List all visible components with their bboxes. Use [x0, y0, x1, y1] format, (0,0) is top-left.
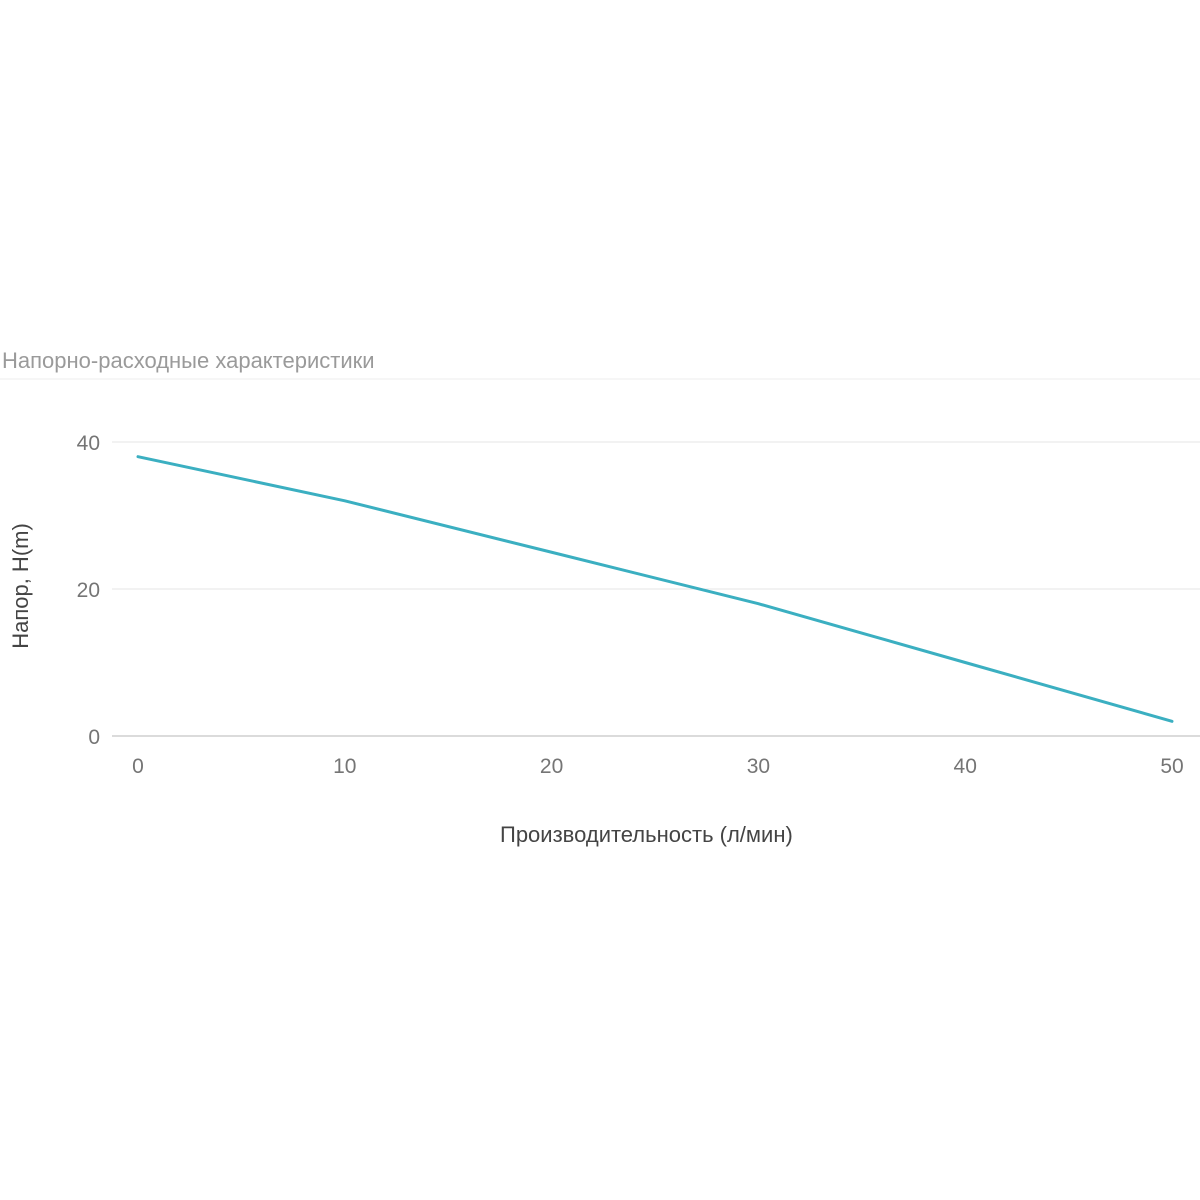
x-tick-label-30: 30: [747, 755, 770, 778]
series-layer: [136, 455, 1174, 723]
x-tick-label-10: 10: [333, 755, 356, 778]
x-tick-label-0: 0: [132, 755, 144, 778]
y-tick-label-0: 0: [88, 726, 100, 749]
y-tick-label-40: 40: [77, 432, 100, 455]
x-axis-label: Производительность (л/мин): [500, 822, 793, 847]
y-tick-label-20: 20: [77, 579, 100, 602]
y-axis-label: Напор, H(m): [8, 523, 33, 649]
x-tick-label-40: 40: [954, 755, 977, 778]
series-line-0: [136, 455, 1174, 723]
x-tick-labels: 0 10 20 30 40 50: [132, 755, 1184, 778]
chart-title: Напорно-расходные характеристики: [2, 348, 375, 373]
x-tick-label-50: 50: [1160, 755, 1183, 778]
y-tick-labels: 0 20 40: [77, 432, 100, 749]
grid-lines: [112, 441, 1200, 737]
x-tick-label-20: 20: [540, 755, 563, 778]
